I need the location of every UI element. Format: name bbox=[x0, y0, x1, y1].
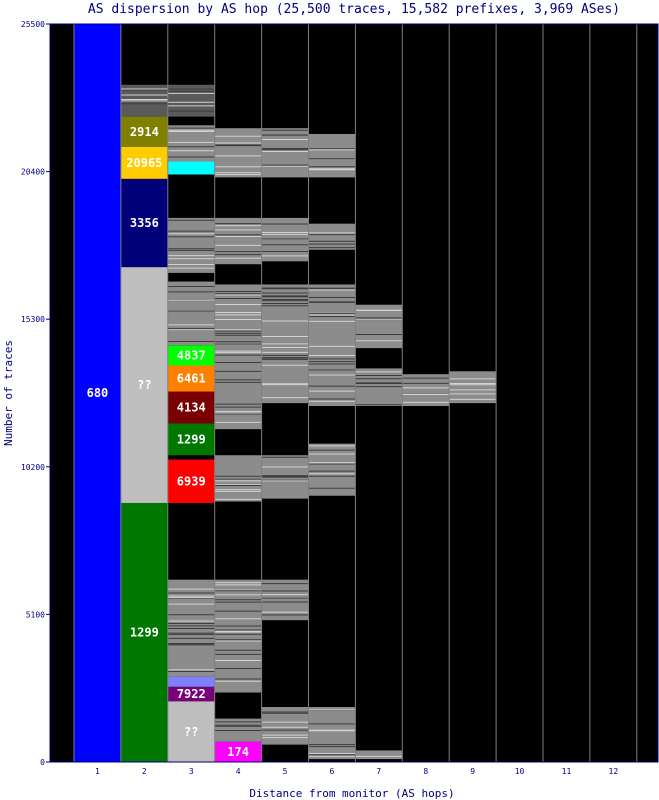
segment-label-hop3-0: ?? bbox=[184, 725, 198, 739]
segment-hop2-4 bbox=[120, 116, 168, 147]
segment-label-hop2-0: 1299 bbox=[130, 626, 159, 640]
segment-hop6-1 bbox=[308, 443, 356, 496]
segment-label-hop3-5: 6939 bbox=[177, 474, 206, 488]
hop-dividers bbox=[73, 24, 638, 762]
x-tick-label-4: 4 bbox=[236, 767, 241, 776]
segment-label-hop4-0: 174 bbox=[227, 745, 249, 759]
segment-label-hop3-8: 6461 bbox=[177, 372, 206, 386]
x-tick-label-5: 5 bbox=[283, 767, 288, 776]
segment-label-hop2-1: ?? bbox=[137, 378, 151, 392]
x-tick-label-1: 1 bbox=[95, 767, 100, 776]
segment-hop7-2 bbox=[355, 304, 403, 349]
segment-label-hop1-0: 680 bbox=[87, 386, 109, 400]
x-tick-label-7: 7 bbox=[376, 767, 381, 776]
segment-hop3-1 bbox=[167, 686, 215, 702]
segment-hop4-2 bbox=[214, 579, 262, 693]
segment-label-hop2-2: 3356 bbox=[130, 216, 159, 230]
x-tick-label-10: 10 bbox=[515, 767, 525, 776]
y-tick-label-2: 10200 bbox=[21, 463, 45, 472]
segment-hop8-0 bbox=[402, 374, 450, 407]
segment-hop2-2 bbox=[120, 178, 168, 268]
segment-hop5-5 bbox=[261, 128, 309, 178]
y-axis-ticks: 0 5100 10200 15300 20400 25500 bbox=[21, 20, 50, 767]
y-tick-label-5: 25500 bbox=[21, 20, 45, 29]
segment-labels: 680 1299?? 3356 20965 2914?? 7922 6939 1299 4134… bbox=[87, 125, 249, 759]
segment-hop5-0 bbox=[261, 707, 309, 745]
segment-hop3-6 bbox=[167, 423, 215, 456]
segment-label-hop3-1: 7922 bbox=[177, 687, 206, 701]
x-tick-label-12: 12 bbox=[609, 767, 619, 776]
segment-hop5-1 bbox=[261, 579, 309, 621]
segment-hop3-2 bbox=[167, 676, 215, 687]
segment-hop3-5 bbox=[167, 459, 215, 503]
segment-hop3-9 bbox=[167, 345, 215, 366]
y-axis-title: Number of traces bbox=[2, 340, 15, 446]
segment-hop3-11 bbox=[167, 217, 215, 273]
segment-hop2-3 bbox=[120, 147, 168, 179]
x-axis-title: Distance from monitor (AS hops) bbox=[249, 787, 454, 800]
segment-hop5-4 bbox=[261, 217, 309, 262]
x-tick-label-6: 6 bbox=[330, 767, 335, 776]
x-tick-label-2: 2 bbox=[142, 767, 147, 776]
segment-hop6-4 bbox=[308, 133, 356, 178]
segment-hop2-1 bbox=[120, 267, 168, 503]
plot-frame bbox=[49, 23, 659, 763]
segment-hop2-0 bbox=[120, 502, 168, 762]
segment-label-hop3-9: 4837 bbox=[177, 349, 206, 363]
segment-hop7-1 bbox=[355, 368, 403, 407]
segment-hop7-0 bbox=[355, 750, 403, 760]
segments-layer bbox=[74, 24, 497, 762]
segment-label-hop2-4: 2914 bbox=[130, 125, 159, 139]
x-axis-ticks: 1 2 3 4 5 6 7 8 9 10 11 12 bbox=[95, 767, 618, 776]
x-tick-label-11: 11 bbox=[562, 767, 572, 776]
segment-hop3-7 bbox=[167, 391, 215, 424]
segment-hop3-10 bbox=[167, 281, 215, 346]
y-tick-label-0: 0 bbox=[40, 758, 45, 767]
chart-title: AS dispersion by AS hop (25,500 traces, … bbox=[88, 2, 620, 17]
x-tick-label-3: 3 bbox=[189, 767, 194, 776]
segment-hop6-3 bbox=[308, 223, 356, 250]
segment-hop4-0 bbox=[214, 741, 262, 762]
segment-hop3-8 bbox=[167, 365, 215, 392]
x-tick-label-9: 9 bbox=[470, 767, 475, 776]
y-tick-label-3: 15300 bbox=[21, 315, 45, 324]
segment-hop4-6 bbox=[214, 128, 262, 178]
segment-hop4-5 bbox=[214, 217, 262, 265]
y-tick-label-4: 20400 bbox=[21, 168, 45, 177]
segment-label-hop2-3: 20965 bbox=[126, 156, 162, 170]
segment-hop6-0 bbox=[308, 707, 356, 760]
segment-label-hop3-7: 4134 bbox=[177, 401, 206, 415]
segment-label-hop3-6: 1299 bbox=[177, 433, 206, 447]
x-tick-label-8: 8 bbox=[423, 767, 428, 776]
y-tick-label-1: 5100 bbox=[26, 610, 45, 619]
segment-hop1-0 bbox=[74, 24, 121, 762]
segment-hop9-0 bbox=[449, 371, 497, 404]
segment-hop3-12 bbox=[167, 161, 215, 175]
segment-hop4-4 bbox=[214, 284, 262, 430]
segment-hop3-0 bbox=[167, 701, 215, 762]
